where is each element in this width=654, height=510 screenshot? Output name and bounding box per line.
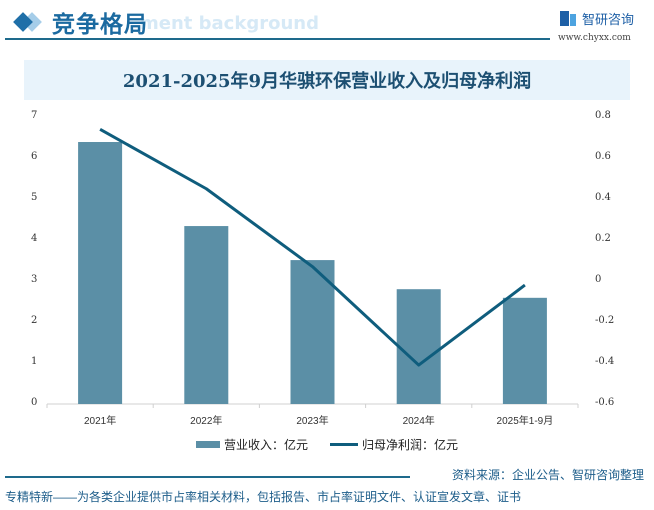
right-axis-tick: -0.6 [595, 397, 615, 408]
footer-text: 专精特新——为各类企业提供市占率相关材料，包括报告、市占率证明文件、认证宣发文章… [5, 490, 522, 504]
logo-icon [560, 11, 576, 26]
legend-label-revenue: 营业收入：亿元 [223, 438, 308, 452]
chart-title: 2021-2025年9月华骐环保营业收入及归母净利润 [122, 71, 532, 92]
bar-revenue [502, 297, 547, 404]
logo-url: www.chyxx.com [558, 33, 631, 43]
x-axis-tick: 2025年1-9月 [496, 416, 554, 427]
section-title: 竞争格局 [52, 11, 148, 38]
header-divider [5, 38, 550, 40]
left-axis-tick: 1 [31, 356, 38, 367]
bar-revenue [78, 142, 123, 404]
left-axis-tick: 2 [31, 315, 38, 326]
bar-revenue [396, 289, 441, 404]
left-axis-tick: 3 [31, 274, 38, 285]
left-axis-tick: 0 [31, 397, 38, 408]
right-axis-tick: -0.2 [595, 315, 615, 326]
left-axis-tick: 7 [31, 110, 38, 121]
bar-swatch-icon [195, 441, 220, 448]
legend-item-net-profit: 归母净利润：亿元 [330, 436, 458, 453]
legend-item-revenue: 营业收入：亿元 [195, 436, 308, 453]
right-axis-tick: -0.4 [595, 356, 615, 367]
legend-label-net-profit: 归母净利润：亿元 [362, 438, 459, 452]
legend: 营业收入：亿元 归母净利润：亿元 [0, 436, 654, 453]
left-axis-tick: 5 [31, 192, 38, 203]
line-swatch-icon [330, 443, 358, 446]
right-axis-tick: 0.4 [595, 192, 611, 203]
ghost-background-text: ment background [140, 13, 319, 34]
footer-divider [5, 476, 410, 478]
right-axis-tick: 0.6 [595, 151, 611, 162]
right-axis-tick: 0.8 [595, 110, 611, 121]
logo-text: 智研咨询 [582, 12, 635, 27]
x-axis-tick: 2021年 [83, 416, 117, 427]
header: ment background 竞争格局 智研咨询 www.chyxx.com [0, 0, 654, 46]
x-axis-tick: 2023年 [296, 416, 329, 427]
right-axis-tick: 0 [595, 274, 602, 285]
right-axis-tick: 0.2 [595, 233, 611, 244]
line-net-profit [99, 127, 526, 367]
source-note: 资料来源：企业公告、智研咨询整理 [451, 468, 644, 482]
bar-revenue [184, 226, 229, 404]
left-axis-tick: 6 [31, 151, 38, 162]
chart-title-bar: 2021-2025年9月华骐环保营业收入及归母净利润 [24, 60, 630, 100]
x-axis-tick: 2022年 [190, 416, 223, 427]
left-axis-tick: 4 [31, 233, 38, 244]
bar-revenue [290, 260, 335, 404]
x-axis-tick: 2024年 [402, 416, 435, 427]
logo: 智研咨询 [560, 9, 634, 28]
